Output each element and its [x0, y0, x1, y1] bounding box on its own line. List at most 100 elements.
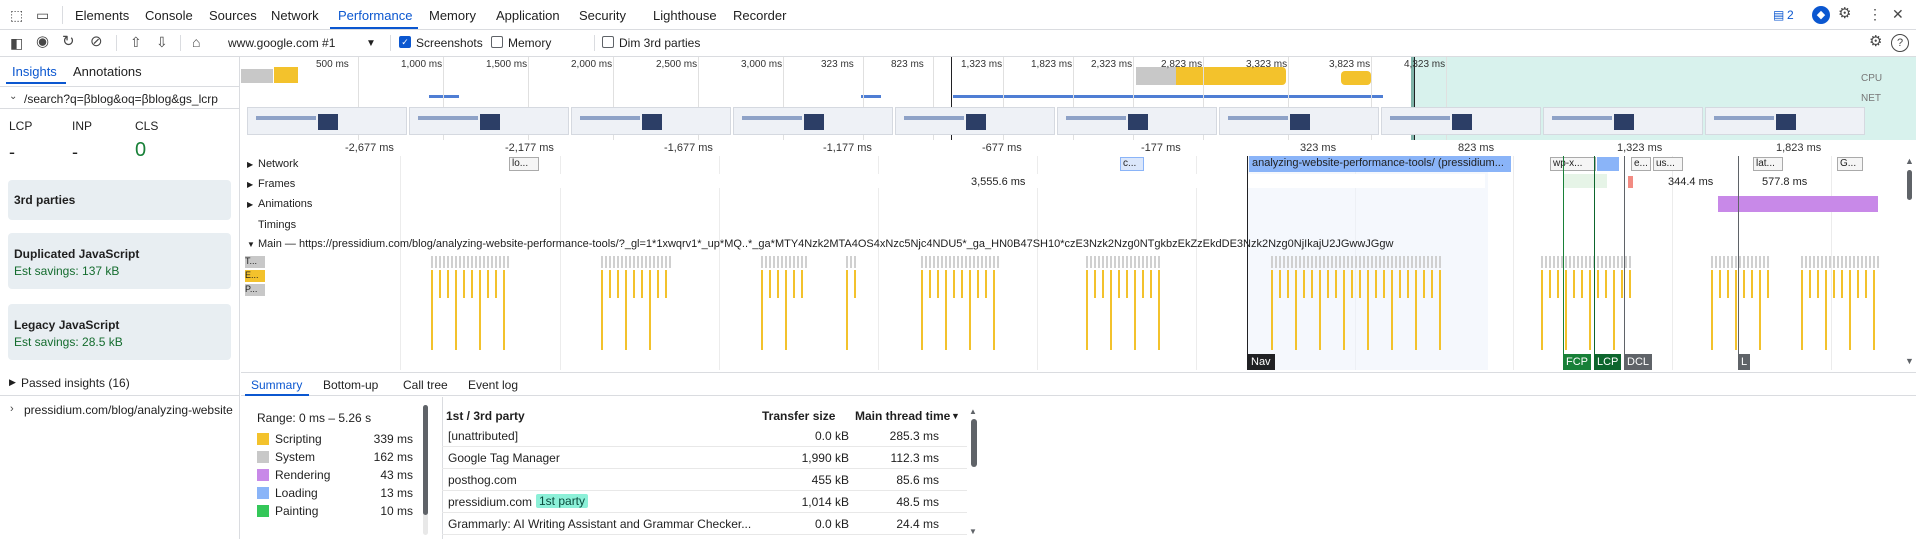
- task-bar[interactable]: [1359, 256, 1361, 268]
- task-bar[interactable]: [1391, 256, 1393, 268]
- scripting-bar[interactable]: [785, 270, 787, 350]
- task-bar[interactable]: [1755, 256, 1757, 268]
- screenshot-thumbnail[interactable]: [1219, 107, 1379, 135]
- scripting-bar[interactable]: [431, 270, 433, 350]
- chevron-right-icon[interactable]: ▶: [247, 200, 254, 209]
- scripting-bar[interactable]: [1767, 270, 1769, 298]
- task-bar[interactable]: [471, 256, 473, 268]
- task-bar[interactable]: [961, 256, 963, 268]
- task-bar[interactable]: [925, 256, 927, 268]
- tab-summary[interactable]: Summary: [251, 378, 303, 392]
- scripting-bar[interactable]: [1743, 270, 1745, 298]
- task-bar[interactable]: [1629, 256, 1631, 268]
- screenshot-thumbnail[interactable]: [1543, 107, 1703, 135]
- scripting-bar[interactable]: [1279, 270, 1281, 298]
- scripting-bar[interactable]: [921, 270, 923, 350]
- reload-record-icon[interactable]: ↻: [62, 33, 75, 50]
- task-bar[interactable]: [633, 256, 635, 268]
- task-bar[interactable]: [601, 256, 603, 268]
- scripting-bar[interactable]: [1833, 270, 1835, 298]
- task-bar[interactable]: [1279, 256, 1281, 268]
- task-bar[interactable]: [1094, 256, 1096, 268]
- scripting-bar[interactable]: [1719, 270, 1721, 298]
- scripting-bar[interactable]: [1801, 270, 1803, 350]
- task-bar[interactable]: [945, 256, 947, 268]
- network-request[interactable]: wp-x...: [1550, 157, 1596, 171]
- task-bar[interactable]: [777, 256, 779, 268]
- task-bar[interactable]: [1735, 256, 1737, 268]
- scripting-bar[interactable]: [1271, 270, 1273, 350]
- task-bar[interactable]: [463, 256, 465, 268]
- task-bar[interactable]: [965, 256, 967, 268]
- sidebar-toggle-icon[interactable]: ◧: [10, 35, 24, 51]
- task-bar[interactable]: [941, 256, 943, 268]
- table-row[interactable]: Grammarly: AI Writing Assistant and Gram…: [442, 513, 967, 535]
- task-bar[interactable]: [1817, 256, 1819, 268]
- scripting-bar[interactable]: [455, 270, 457, 350]
- selection-handle[interactable]: [1411, 57, 1414, 140]
- issues-icon[interactable]: ▤: [1773, 8, 1785, 22]
- scripting-bar[interactable]: [1311, 270, 1313, 298]
- task-bar[interactable]: [1110, 256, 1112, 268]
- task-bar[interactable]: [637, 256, 639, 268]
- task-bar[interactable]: [645, 256, 647, 268]
- tab-sources[interactable]: Sources: [209, 8, 257, 23]
- task-bar[interactable]: [451, 256, 453, 268]
- network-request[interactable]: e...: [1631, 157, 1651, 171]
- task-bar[interactable]: [1291, 256, 1293, 268]
- task-bar[interactable]: [1731, 256, 1733, 268]
- task-bar[interactable]: [605, 256, 607, 268]
- network-request[interactable]: lo...: [509, 157, 539, 171]
- close-icon[interactable]: ✕: [1892, 6, 1904, 22]
- scripting-bar[interactable]: [1439, 270, 1441, 350]
- task-bar[interactable]: [1150, 256, 1152, 268]
- scripting-bar[interactable]: [777, 270, 779, 298]
- task-bar[interactable]: [1825, 256, 1827, 268]
- scripting-bar[interactable]: [1621, 270, 1623, 298]
- scripting-bar[interactable]: [1549, 270, 1551, 298]
- column-header-main-thread[interactable]: Main thread time: [855, 409, 951, 423]
- scroll-down-icon[interactable]: ▼: [969, 527, 977, 536]
- task-bar[interactable]: [1355, 256, 1357, 268]
- record-icon[interactable]: ◉: [36, 33, 50, 50]
- scripting-bar[interactable]: [1407, 270, 1409, 298]
- task-bar[interactable]: [1873, 256, 1875, 268]
- main-row-eval[interactable]: E...: [245, 270, 265, 282]
- page-url[interactable]: pressidium.com/blog/analyzing-website: [24, 403, 233, 417]
- task-bar[interactable]: [1383, 256, 1385, 268]
- screenshot-thumbnail[interactable]: [733, 107, 893, 135]
- column-header-party[interactable]: 1st / 3rd party: [446, 409, 525, 423]
- task-bar[interactable]: [1837, 256, 1839, 268]
- scripting-bar[interactable]: [1589, 270, 1591, 350]
- insight-card-duplicated-js[interactable]: Duplicated JavaScript Est savings: 137 k…: [8, 233, 231, 289]
- task-bar[interactable]: [1577, 256, 1579, 268]
- task-bar[interactable]: [609, 256, 611, 268]
- scripting-bar[interactable]: [1150, 270, 1152, 298]
- track-network[interactable]: Network: [258, 158, 299, 170]
- task-bar[interactable]: [1403, 256, 1405, 268]
- task-bar[interactable]: [1553, 256, 1555, 268]
- task-bar[interactable]: [1869, 256, 1871, 268]
- task-bar[interactable]: [1597, 256, 1599, 268]
- task-bar[interactable]: [989, 256, 991, 268]
- network-request[interactable]: [1597, 157, 1619, 171]
- task-bar[interactable]: [1122, 256, 1124, 268]
- task-bar[interactable]: [1743, 256, 1745, 268]
- scripting-bar[interactable]: [601, 270, 603, 350]
- scripting-bar[interactable]: [1303, 270, 1305, 298]
- tab-call-tree[interactable]: Call tree: [403, 378, 448, 392]
- scripting-bar[interactable]: [937, 270, 939, 298]
- task-bar[interactable]: [1727, 256, 1729, 268]
- task-bar[interactable]: [1287, 256, 1289, 268]
- table-row[interactable]: pressidium.com 1st party 1,014 kB 48.5 ms: [442, 491, 967, 513]
- task-bar[interactable]: [443, 256, 445, 268]
- scripting-bar[interactable]: [649, 270, 651, 350]
- task-bar[interactable]: [653, 256, 655, 268]
- scroll-down-icon[interactable]: ▼: [1905, 356, 1914, 366]
- task-bar[interactable]: [455, 256, 457, 268]
- task-bar[interactable]: [1134, 256, 1136, 268]
- scripting-bar[interactable]: [1343, 270, 1345, 350]
- main-row-task[interactable]: T...: [245, 256, 265, 268]
- memory-checkbox[interactable]: [491, 36, 503, 48]
- task-bar[interactable]: [761, 256, 763, 268]
